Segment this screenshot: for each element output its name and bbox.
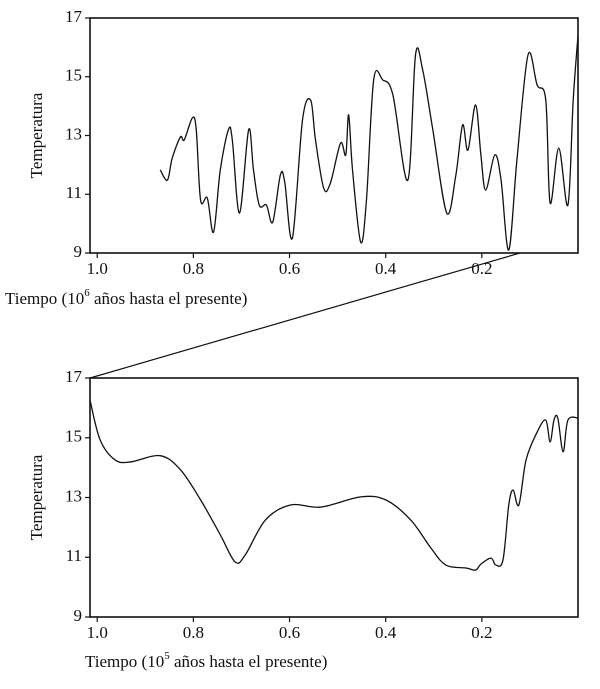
x-axis-label-part: Tiempo (10	[5, 289, 84, 308]
y-axis-label: Temperatura	[27, 92, 46, 178]
x-tick-label: 0.8	[183, 259, 204, 278]
y-tick-label: 13	[65, 124, 82, 143]
x-axis-label-part: años hasta el presente)	[170, 652, 328, 671]
y-tick-label: 15	[65, 427, 82, 446]
zoom-connector	[89, 252, 521, 379]
x-axis-label-exponent: 5	[164, 650, 170, 662]
x-tick-label: 0.2	[471, 623, 492, 642]
y-tick-label: 11	[66, 183, 82, 202]
x-tick-label: 1.0	[87, 259, 108, 278]
x-axis-label-part: Tiempo (10	[85, 652, 164, 671]
temperature-line	[159, 35, 579, 251]
y-tick-label: 15	[65, 66, 82, 85]
x-axis-label: Tiempo (106 años hasta el presente)	[5, 287, 247, 308]
x-axis-label-exponent: 6	[84, 287, 90, 299]
x-tick-label: 0.6	[279, 259, 300, 278]
x-tick-label: 0.6	[279, 623, 300, 642]
x-tick-label: 0.2	[471, 259, 492, 278]
y-tick-label: 11	[66, 546, 82, 565]
temperature-line	[89, 399, 579, 571]
plot-frame	[89, 377, 579, 618]
y-tick-label: 17	[65, 367, 83, 386]
x-axis-label-part: años hasta el presente)	[90, 289, 248, 308]
x-tick-label: 0.4	[375, 259, 397, 278]
y-tick-label: 13	[65, 486, 82, 505]
x-tick-label: 0.8	[183, 623, 204, 642]
x-tick-label: 0.4	[375, 623, 397, 642]
y-tick-label: 9	[74, 606, 83, 625]
x-tick-label: 1.0	[87, 623, 108, 642]
y-axis-label: Temperatura	[27, 454, 46, 540]
y-tick-label: 9	[74, 242, 83, 261]
x-axis-label: Tiempo (105 años hasta el presente)	[85, 650, 327, 671]
y-tick-label: 17	[65, 7, 83, 26]
